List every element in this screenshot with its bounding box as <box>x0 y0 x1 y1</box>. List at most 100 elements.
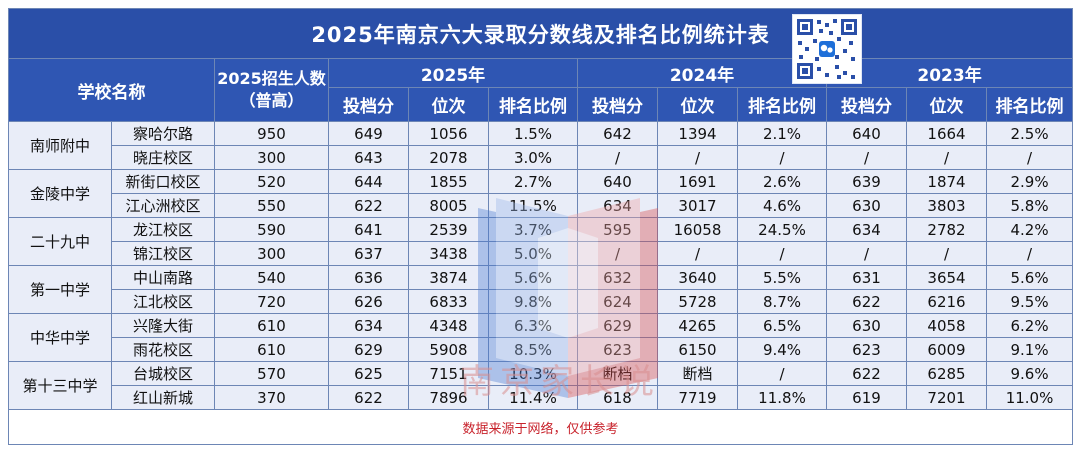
rank-2024: / <box>657 145 738 170</box>
ratio-2023: 9.5% <box>985 289 1074 314</box>
ratio-2024: 11.8% <box>737 385 827 410</box>
enroll-count: 610 <box>214 337 329 362</box>
enroll-count: 370 <box>214 385 329 410</box>
enroll-count: 520 <box>214 169 329 194</box>
rank-2024: 1691 <box>657 169 738 194</box>
rank-2025: 3438 <box>408 241 489 266</box>
table-row: 红山新城 370 622 7896 11.4% 618 7719 11.8% 6… <box>9 385 1074 410</box>
score-2023: 630 <box>826 193 907 218</box>
header-rank-2023: 位次 <box>906 87 987 122</box>
header-score-2024: 投档分 <box>577 87 658 122</box>
score-2024: 642 <box>577 121 658 146</box>
rank-2025: 4348 <box>408 313 489 338</box>
qr-code-icon <box>792 14 862 84</box>
header-year-2023: 2023年 <box>825 58 1074 88</box>
rank-2023: 3654 <box>906 265 987 290</box>
score-2024: 640 <box>577 169 658 194</box>
rank-2025: 5908 <box>408 337 489 362</box>
campus-name: 红山新城 <box>111 385 215 410</box>
score-2025: 636 <box>328 265 409 290</box>
school-name: 第一中学 <box>8 265 112 314</box>
rank-2025: 2078 <box>408 145 489 170</box>
score-2025: 625 <box>328 361 409 386</box>
campus-name: 江心洲校区 <box>111 193 215 218</box>
score-2023: 640 <box>826 121 907 146</box>
ratio-2024: / <box>737 361 827 386</box>
rank-2023: / <box>906 241 987 266</box>
rank-2023: / <box>906 145 987 170</box>
enroll-count: 540 <box>214 265 329 290</box>
header-rank-2024: 位次 <box>657 87 738 122</box>
table-row: 雨花校区 610 629 5908 8.5% 623 6150 9.4% 623… <box>9 337 1074 362</box>
ratio-2023: 5.6% <box>985 265 1074 290</box>
ratio-2025: 5.0% <box>488 241 578 266</box>
rank-2023: 6285 <box>906 361 987 386</box>
rank-2024: 5728 <box>657 289 738 314</box>
score-2025: 649 <box>328 121 409 146</box>
ratio-2025: 11.4% <box>488 385 578 410</box>
enroll-count: 550 <box>214 193 329 218</box>
ratio-2023: 11.0% <box>985 385 1074 410</box>
rank-2023: 2782 <box>906 217 987 242</box>
score-2025: 626 <box>328 289 409 314</box>
ratio-2025: 9.8% <box>488 289 578 314</box>
score-2025: 629 <box>328 337 409 362</box>
header-ratio-2023: 排名比例 <box>985 87 1074 122</box>
header-ratio-2024: 排名比例 <box>737 87 827 122</box>
score-2023: / <box>826 241 907 266</box>
rank-2025: 2539 <box>408 217 489 242</box>
enroll-count: 720 <box>214 289 329 314</box>
header-score-2025: 投档分 <box>328 87 409 122</box>
header-school: 学校名称 <box>8 58 215 122</box>
rank-2024: 3640 <box>657 265 738 290</box>
ratio-2023: 4.2% <box>985 217 1074 242</box>
rank-2023: 1664 <box>906 121 987 146</box>
enroll-count: 300 <box>214 145 329 170</box>
table-row: 江北校区 720 626 6833 9.8% 624 5728 8.7% 622… <box>9 289 1074 314</box>
rank-2024: 7719 <box>657 385 738 410</box>
score-2023: 634 <box>826 217 907 242</box>
rank-2023: 3803 <box>906 193 987 218</box>
ratio-2024: / <box>737 241 827 266</box>
table-row: 晓庄校区 300 643 2078 3.0% / / / / / / <box>9 145 1074 170</box>
ratio-2024: 8.7% <box>737 289 827 314</box>
rank-2024: 断档 <box>657 361 738 386</box>
school-name: 第十三中学 <box>8 361 112 410</box>
campus-name: 江北校区 <box>111 289 215 314</box>
score-2024: 623 <box>577 337 658 362</box>
rank-2023: 7201 <box>906 385 987 410</box>
rank-2025: 7151 <box>408 361 489 386</box>
ratio-2023: 2.9% <box>985 169 1074 194</box>
ratio-2023: 5.8% <box>985 193 1074 218</box>
score-2023: 630 <box>826 313 907 338</box>
ratio-2025: 1.5% <box>488 121 578 146</box>
score-2023: 622 <box>826 289 907 314</box>
campus-name: 新街口校区 <box>111 169 215 194</box>
ratio-2025: 5.6% <box>488 265 578 290</box>
ratio-2025: 8.5% <box>488 337 578 362</box>
rank-2024: 1394 <box>657 121 738 146</box>
ratio-2023: 2.5% <box>985 121 1074 146</box>
score-2024: 632 <box>577 265 658 290</box>
school-name: 金陵中学 <box>8 169 112 218</box>
score-2025: 637 <box>328 241 409 266</box>
score-2023: 631 <box>826 265 907 290</box>
enroll-count: 300 <box>214 241 329 266</box>
ratio-2024: 2.1% <box>737 121 827 146</box>
ratio-2024: 4.6% <box>737 193 827 218</box>
ratio-2025: 11.5% <box>488 193 578 218</box>
rank-2023: 6009 <box>906 337 987 362</box>
stats-table-container: 2025年南京六大录取分数线及排名比例统计表 学校名称 2025招生人数（普高）… <box>7 8 1074 451</box>
rank-2024: 16058 <box>657 217 738 242</box>
score-2025: 622 <box>328 193 409 218</box>
table-row: 中华中学 兴隆大街 610 634 4348 6.3% 629 4265 6.5… <box>8 313 1074 362</box>
campus-name: 龙江校区 <box>111 217 215 242</box>
score-2024: 629 <box>577 313 658 338</box>
score-2025: 643 <box>328 145 409 170</box>
ratio-2024: 5.5% <box>737 265 827 290</box>
ratio-2025: 6.3% <box>488 313 578 338</box>
score-2023: 622 <box>826 361 907 386</box>
school-name: 中华中学 <box>8 313 112 362</box>
rank-2024: 6150 <box>657 337 738 362</box>
enroll-count: 590 <box>214 217 329 242</box>
